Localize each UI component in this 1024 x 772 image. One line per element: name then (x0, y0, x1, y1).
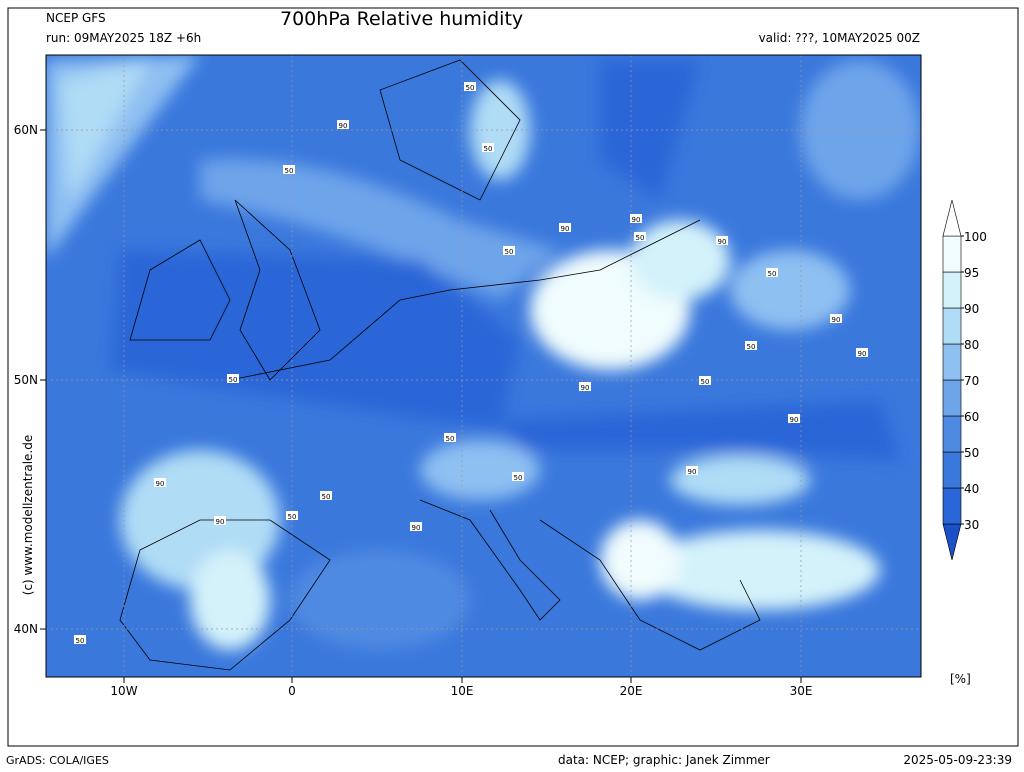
lon-label: 10E (451, 684, 474, 698)
contour-label: 50 (288, 513, 297, 521)
contour-label: 50 (505, 248, 514, 256)
colorbar-label: 100 (964, 230, 987, 244)
contour-label: 50 (701, 378, 710, 386)
run: run: 09MAY2025 18Z +6h (46, 31, 201, 45)
contour-label-bg (286, 511, 298, 520)
lat-label: 40N (14, 622, 38, 636)
contour-label-bg (464, 82, 476, 91)
colorbar-segment (942, 271, 962, 309)
colorbar-label: 70 (964, 374, 979, 388)
graticule: 50 90 50 50 90 50 90 50 90 50 90 50 90 50 90 50 90 50 90 50… (46, 55, 921, 677)
contour-label: 90 (858, 350, 867, 358)
contour-label: 90 (216, 518, 225, 526)
colorbar-label: 50 (964, 446, 979, 460)
contour-label: 50 (229, 376, 238, 384)
credit: data: NCEP; graphic: Janek Zimmer (558, 753, 770, 767)
contour-label: 90 (561, 225, 570, 233)
colorbar: 30 40 50 60 70 80 90 95 100 (942, 199, 987, 561)
outer-frame (7, 7, 1019, 747)
contour-label-bg (856, 348, 868, 357)
colorbar-label: 90 (964, 302, 979, 316)
contour-label: 50 (768, 270, 777, 278)
valid: valid: ???, 10MAY2025 00Z (759, 31, 920, 45)
contour-label: 90 (156, 480, 165, 488)
lon-label: 0 (288, 684, 296, 698)
contour-label-bg (830, 314, 842, 323)
colorbar-high (942, 199, 962, 237)
lon-label: 20E (620, 684, 643, 698)
contour-label-bg (745, 341, 757, 350)
lat-label: 50N (14, 373, 38, 387)
contour-label: 90 (339, 122, 348, 130)
contour-label-bg (512, 472, 524, 481)
colorbar-label: 30 (964, 518, 979, 532)
contour-label: 90 (790, 416, 799, 424)
title: 700hPa Relative humidity (280, 8, 523, 30)
contour-label-bg (579, 382, 591, 391)
contour-label: 90 (832, 316, 841, 324)
unit: [%] (950, 672, 971, 686)
colorbar-label: 60 (964, 410, 979, 424)
colorbar-segment (942, 235, 962, 273)
contour-label-bg (410, 522, 422, 531)
contour-label-bg (559, 223, 571, 232)
contour-label: 50 (747, 343, 756, 351)
contour-label: 90 (718, 238, 727, 246)
contour-label: 90 (632, 216, 641, 224)
contour-label: 90 (688, 468, 697, 476)
colorbar-segment (942, 451, 962, 489)
contour-label: 90 (412, 524, 421, 532)
colorbar-segment (942, 415, 962, 453)
contour-label-bg (634, 232, 646, 241)
contour-label: 50 (76, 637, 85, 645)
humidity-field (46, 55, 920, 650)
contour-label-bg (630, 214, 642, 223)
contour-label: 50 (514, 474, 523, 482)
contour-label-bg (320, 491, 332, 500)
colorbar-segment (942, 487, 962, 525)
axes: 60N 50N 40N 10W 0 10E 20E 30E (14, 123, 813, 698)
colorbar-low (942, 523, 962, 561)
contour-label: 50 (322, 493, 331, 501)
map-frame (45, 54, 922, 678)
colorbar-segment (942, 379, 962, 417)
contour-label-bg (699, 376, 711, 385)
contour-label-bg (214, 516, 226, 525)
grads: GrADS: COLA/IGES (6, 754, 109, 767)
model: NCEP GFS (46, 11, 106, 25)
contour-label: 50 (285, 167, 294, 175)
colorbar-label: 80 (964, 338, 979, 352)
colorbar-segment (942, 307, 962, 345)
contour-label: 50 (446, 435, 455, 443)
contour-label-bg (74, 635, 86, 644)
lon-label: 10W (110, 684, 137, 698)
contour-label-bg (337, 120, 349, 129)
contour-label-bg (788, 414, 800, 423)
contour-label-bg (716, 236, 728, 245)
contour-label-bg (444, 433, 456, 442)
contour-label-bg (503, 246, 515, 255)
colorbar-label: 40 (964, 482, 979, 496)
lat-label: 60N (14, 123, 38, 137)
colorbar-label: 95 (964, 266, 979, 280)
contour-label-bg (482, 143, 494, 152)
contour-label: 50 (484, 145, 493, 153)
contour-label-bg (154, 478, 166, 487)
contour-label: 50 (636, 234, 645, 242)
timestamp: 2025-05-09-23:39 (903, 753, 1012, 767)
map: 50 90 50 50 90 50 90 50 90 50 90 50 90 50 90 50 90 50 90 50… (46, 55, 921, 677)
contour-label-bg (227, 374, 239, 383)
side-note: (c) www.modellzentrale.de (21, 435, 35, 595)
lon-label: 30E (790, 684, 813, 698)
contour-label-bg (686, 466, 698, 475)
contour-label: 50 (466, 84, 475, 92)
coastlines (119, 59, 761, 671)
contour-label: 90 (581, 384, 590, 392)
contour-label-bg (283, 165, 295, 174)
colorbar-segment (942, 343, 962, 381)
contour-label-bg (766, 268, 778, 277)
